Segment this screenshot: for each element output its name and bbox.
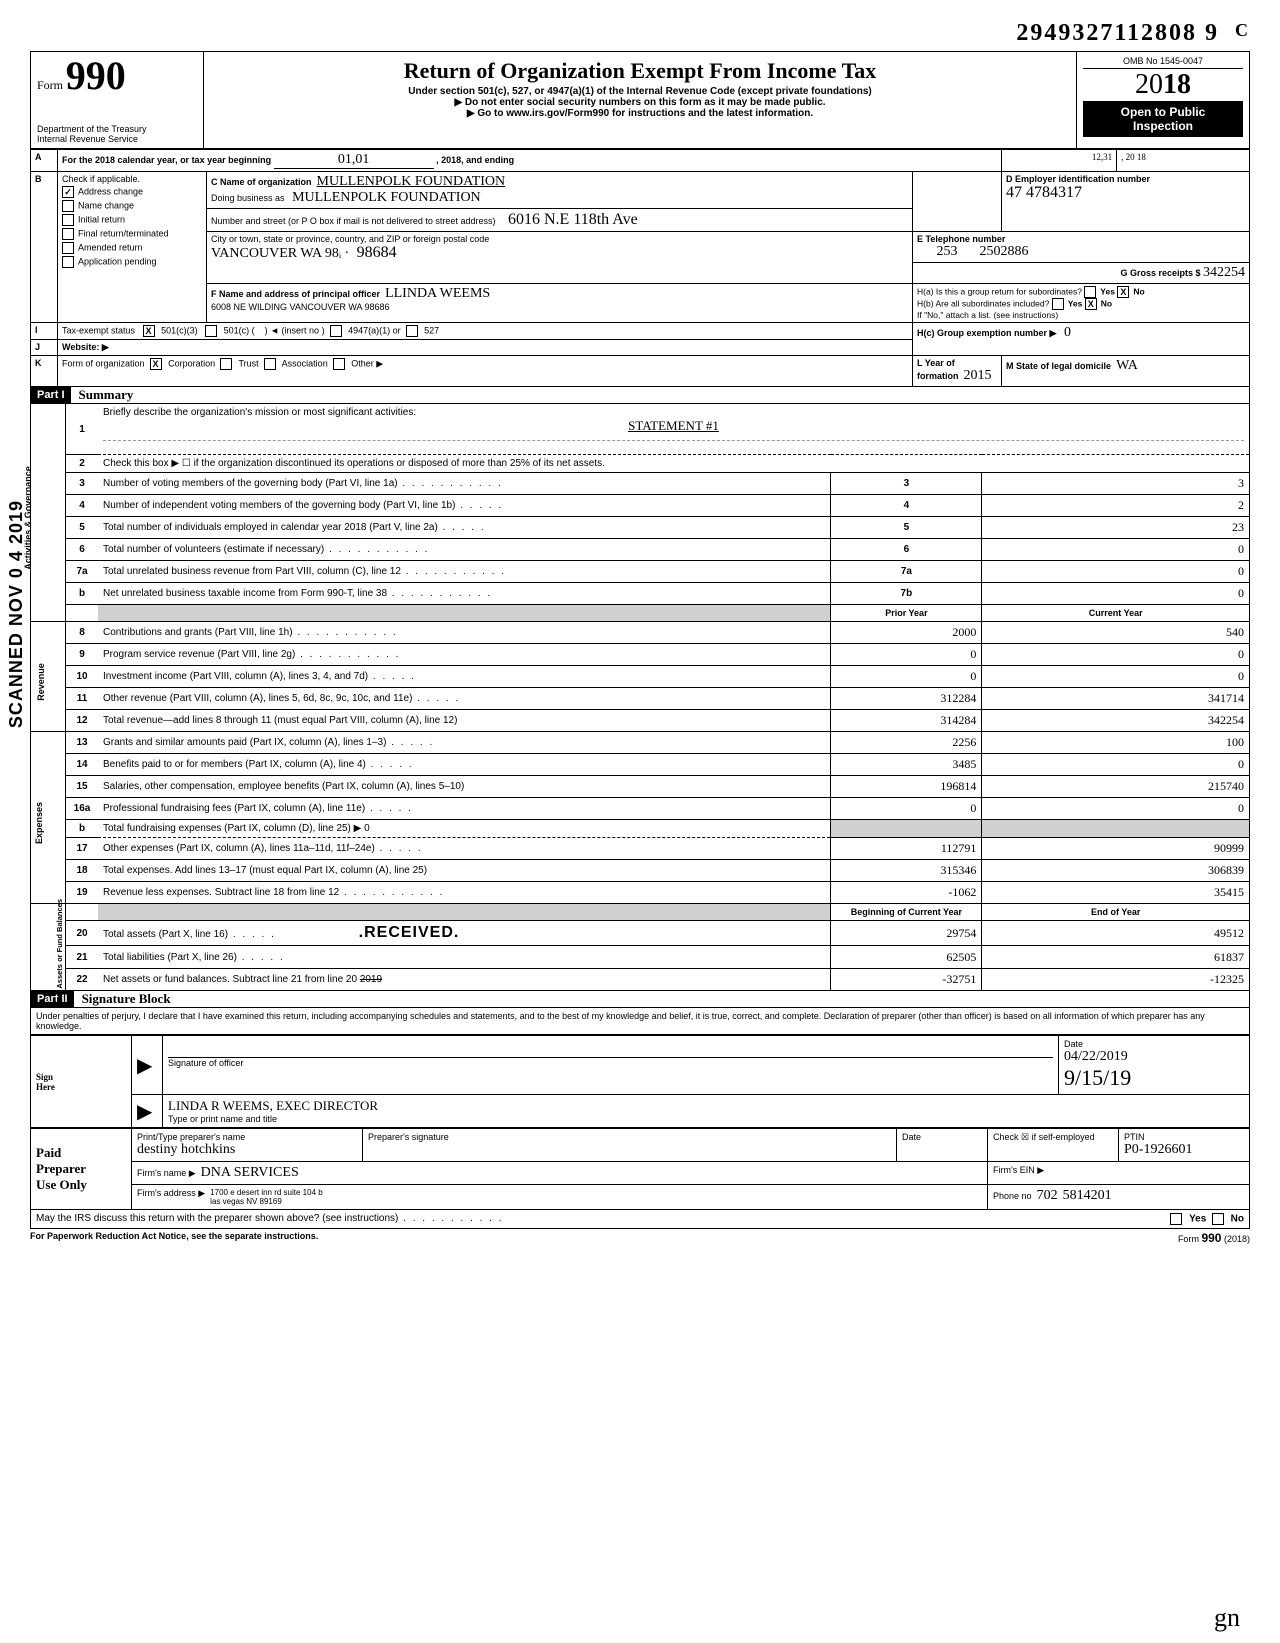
summary-table: Activities & Governance 1 Briefly descri… bbox=[30, 404, 1250, 991]
cb-pending[interactable]: Application pending bbox=[62, 256, 202, 268]
scanned-stamp: SCANNED NOV 0 4 2019 bbox=[6, 500, 27, 728]
cb-final-return[interactable]: Final return/terminated bbox=[62, 228, 202, 240]
cb-amended[interactable]: Amended return bbox=[62, 242, 202, 254]
entity-section: A For the 2018 calendar year, or tax yea… bbox=[30, 149, 1250, 387]
initials: gn bbox=[1214, 1603, 1240, 1633]
cb-address-change[interactable]: ✓Address change bbox=[62, 186, 202, 198]
received-stamp: .RECEIVED. bbox=[359, 924, 460, 942]
cb-initial-return[interactable]: Initial return bbox=[62, 214, 202, 226]
footer: For Paperwork Reduction Act Notice, see … bbox=[30, 1229, 1250, 1245]
signature-section: Sign Here ▶ Signature of officer Date 04… bbox=[30, 1035, 1250, 1128]
sign-date: 9/15/19 bbox=[1064, 1065, 1131, 1090]
street-address: 6016 N.E 118th Ave bbox=[508, 211, 638, 228]
form-header: Form 990 Department of the Treasury Inte… bbox=[30, 51, 1250, 149]
cb-name-change[interactable]: Name change bbox=[62, 200, 202, 212]
form-title: Return of Organization Exempt From Incom… bbox=[210, 58, 1070, 84]
document-id: 2949327112808 9 C bbox=[30, 20, 1250, 47]
part-i-header: Part I bbox=[31, 387, 71, 403]
preparer-section: Paid Preparer Use Only Print/Type prepar… bbox=[30, 1128, 1250, 1210]
part-ii-header: Part II bbox=[31, 991, 74, 1007]
perjury-statement: Under penalties of perjury, I declare th… bbox=[30, 1008, 1250, 1035]
